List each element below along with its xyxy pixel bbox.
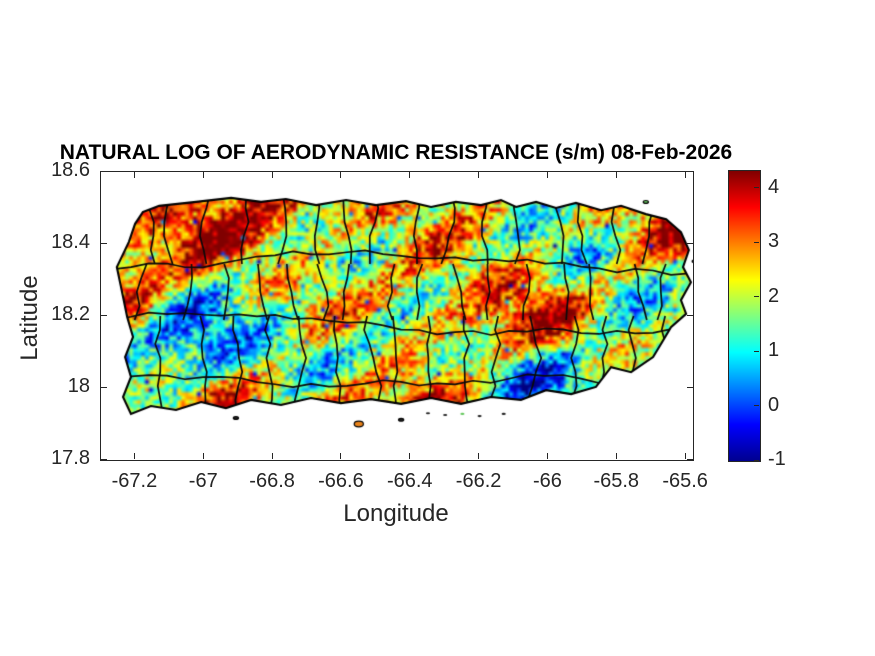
- map-axes: [100, 171, 694, 461]
- y-tick-label: 18.2: [51, 303, 90, 325]
- y-tickmark-right: [687, 242, 693, 244]
- x-tickmark-top: [340, 172, 342, 178]
- colorbar-tick-label: 3: [768, 230, 780, 253]
- colorbar-tickmark: [754, 296, 759, 298]
- colorbar-tickmark: [754, 459, 759, 461]
- colorbar-tickmark: [754, 241, 759, 243]
- x-tickmark-top: [546, 172, 548, 178]
- y-tickmark: [101, 170, 107, 172]
- colorbar-tick-label: 0: [768, 393, 780, 416]
- x-tickmark-top: [615, 172, 617, 178]
- colorbar-tickmark: [754, 187, 759, 189]
- y-tickmark: [101, 242, 107, 244]
- x-tickmark: [684, 453, 686, 459]
- x-tick-label: -67: [188, 470, 218, 492]
- x-tick-label: -66: [532, 470, 562, 492]
- x-tickmark-top: [202, 172, 204, 178]
- y-tickmark-right: [687, 458, 693, 460]
- colorbar: [728, 170, 761, 462]
- x-tickmark: [133, 453, 135, 459]
- colorbar-tick-label: 2: [768, 284, 780, 307]
- x-tickmark: [409, 453, 411, 459]
- y-tick-label: 17.8: [51, 447, 90, 469]
- x-tick-label: -65.8: [593, 470, 640, 492]
- y-tickmark: [101, 458, 107, 460]
- x-tickmark-top: [684, 172, 686, 178]
- colorbar-tickmark: [754, 405, 759, 407]
- puerto-rico-heatmap: [101, 172, 693, 460]
- x-tick-label: -67.2: [111, 470, 158, 492]
- y-tickmark: [101, 314, 107, 316]
- x-tickmark: [271, 453, 273, 459]
- colorbar-tick-label: 4: [768, 175, 780, 198]
- x-axis-label: Longitude: [343, 500, 449, 527]
- y-tickmark-right: [687, 170, 693, 172]
- x-tickmark: [202, 453, 204, 459]
- colorbar-tick-label: -1: [768, 448, 786, 470]
- x-tickmark-top: [133, 172, 135, 178]
- y-tickmark-right: [687, 314, 693, 316]
- x-tickmark: [546, 453, 548, 459]
- colorbar-tickmark: [754, 350, 759, 352]
- x-tickmark: [340, 453, 342, 459]
- x-tick-label: -65.6: [662, 470, 708, 492]
- x-tick-label: -66.8: [249, 470, 295, 492]
- x-tickmark-top: [478, 172, 480, 178]
- y-tickmark-right: [687, 386, 693, 388]
- chart-title: NATURAL LOG OF AERODYNAMIC RESISTANCE (s…: [59, 141, 733, 164]
- x-tick-label: -66.4: [386, 470, 433, 492]
- y-tick-label: 18: [67, 375, 90, 397]
- y-tick-label: 18.6: [51, 159, 90, 181]
- x-tickmark: [615, 453, 617, 459]
- colorbar-tick-label: 1: [768, 339, 780, 362]
- x-tickmark-top: [271, 172, 273, 178]
- x-tick-label: -66.2: [455, 470, 502, 492]
- x-tick-label: -66.6: [318, 470, 364, 492]
- y-tick-label: 18.4: [51, 231, 90, 253]
- x-tickmark: [478, 453, 480, 459]
- y-tickmark: [101, 386, 107, 388]
- x-tickmark-top: [409, 172, 411, 178]
